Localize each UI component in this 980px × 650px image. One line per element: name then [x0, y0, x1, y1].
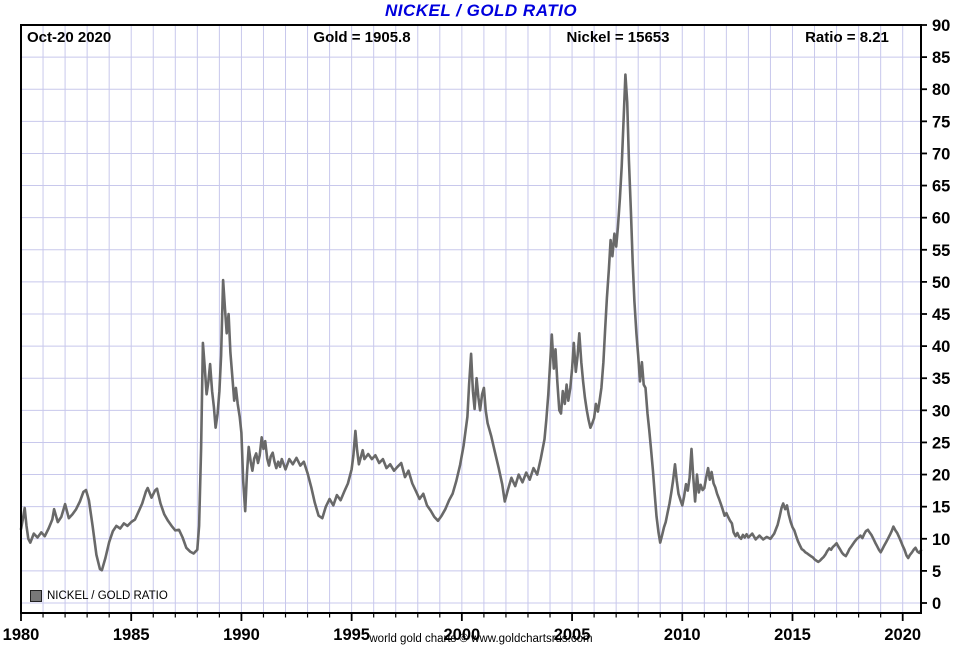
y-tick-label: 70 — [932, 145, 950, 163]
legend-label: NICKEL / GOLD RATIO — [47, 590, 168, 602]
x-tick-label: 1985 — [113, 626, 150, 644]
y-tick-label: 85 — [932, 49, 950, 67]
header-ratio-value: Ratio = 8.21 — [805, 29, 889, 46]
ratio-series-line — [19, 73, 923, 572]
chart-title: NICKEL / GOLD RATIO — [384, 1, 578, 20]
y-tick-label: 75 — [932, 113, 950, 131]
y-tick-label: 90 — [932, 17, 950, 35]
x-tick-label: 1980 — [3, 626, 40, 644]
x-tick-label: 2020 — [884, 626, 921, 644]
x-tick-label: 2010 — [664, 626, 701, 644]
y-axis-tick-labels: 0 5 10 15 20 25 30 35 40 45 50 55 60 65 70 75 80 85 90 — [932, 17, 950, 613]
y-tick-label: 45 — [932, 306, 950, 324]
footer-credit: world gold charts © www.goldchartsrus.co… — [369, 633, 593, 645]
x-tick-label: 1995 — [333, 626, 370, 644]
header-date: Oct-20 2020 — [27, 29, 112, 46]
y-tick-label: 20 — [932, 467, 950, 485]
y-tick-label: 30 — [932, 402, 950, 420]
x-tick-label: 1990 — [223, 626, 260, 644]
y-tick-label: 80 — [932, 81, 950, 99]
y-tick-label: 10 — [932, 531, 950, 549]
legend-swatch-icon — [30, 590, 42, 602]
y-tick-label: 5 — [932, 563, 941, 581]
y-tick-label: 50 — [932, 274, 950, 292]
axis-ticks — [20, 24, 927, 621]
chart-gridlines — [21, 24, 922, 613]
y-tick-label: 0 — [932, 595, 941, 613]
y-tick-label: 25 — [932, 434, 950, 452]
x-tick-label: 2005 — [554, 626, 591, 644]
y-tick-label: 35 — [932, 370, 950, 388]
x-axis-tick-labels: 1980 1985 1990 1995 2000 2005 2010 2015 2020 — [3, 626, 921, 644]
header-nickel-value: Nickel = 15653 — [566, 29, 670, 46]
legend: NICKEL / GOLD RATIO — [30, 590, 168, 602]
y-tick-label: 60 — [932, 210, 950, 228]
y-tick-label: 40 — [932, 338, 950, 356]
header-gold-value: Gold = 1905.8 — [313, 29, 411, 46]
chart-frame — [20, 24, 922, 614]
x-tick-label: 2015 — [774, 626, 811, 644]
y-tick-label: 15 — [932, 499, 950, 517]
y-tick-label: 65 — [932, 178, 950, 196]
y-tick-label: 55 — [932, 242, 950, 260]
x-tick-label: 2000 — [443, 626, 480, 644]
